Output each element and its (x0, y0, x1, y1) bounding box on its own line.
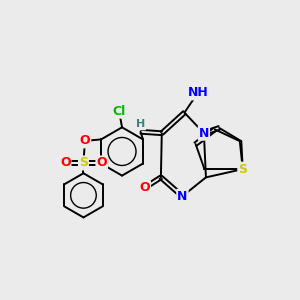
Text: O: O (96, 157, 107, 169)
Text: Cl: Cl (112, 105, 126, 118)
Text: S: S (79, 157, 88, 169)
Text: NH: NH (188, 86, 209, 99)
Text: O: O (60, 157, 70, 169)
Text: N: N (177, 190, 188, 203)
Text: H: H (136, 119, 145, 129)
Text: O: O (140, 181, 150, 194)
Text: O: O (80, 134, 90, 147)
Text: S: S (238, 163, 247, 176)
Text: N: N (199, 127, 209, 140)
